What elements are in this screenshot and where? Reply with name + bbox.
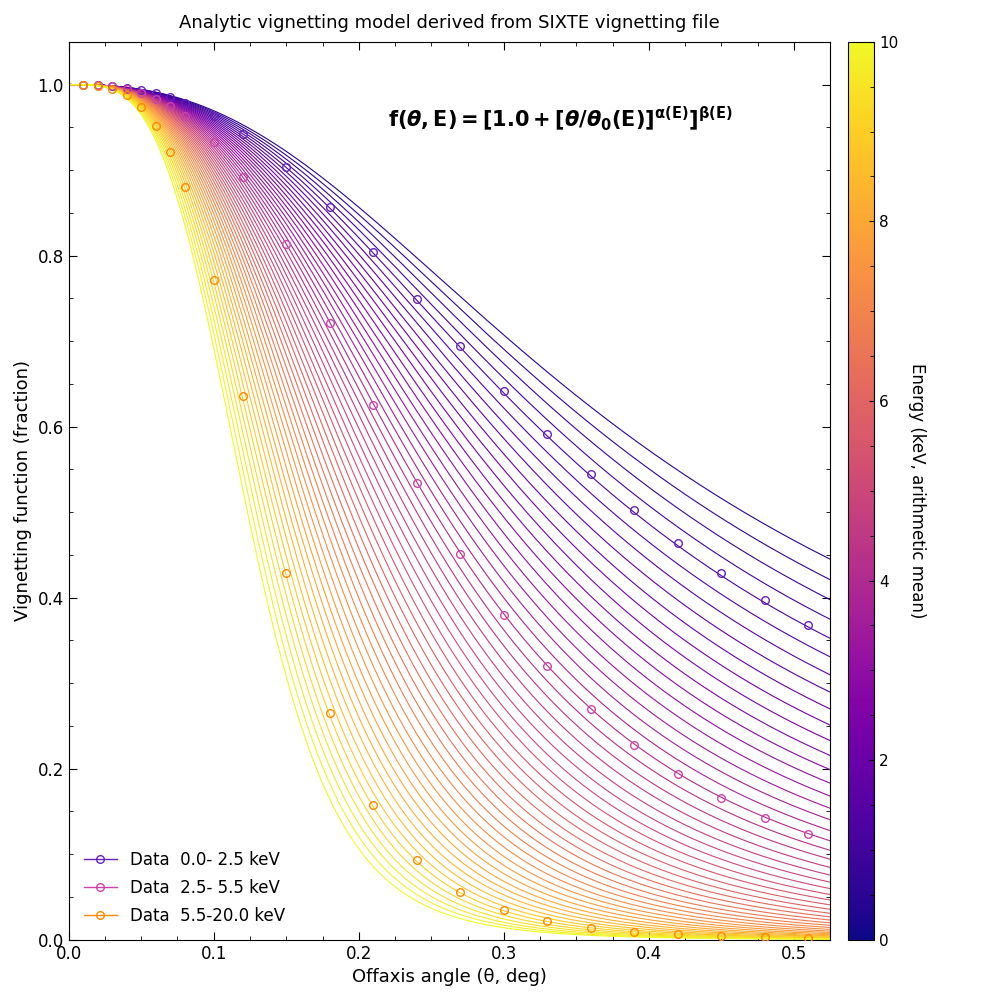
Y-axis label: Energy (keV, arithmetic mean): Energy (keV, arithmetic mean) [908, 363, 926, 618]
X-axis label: Offaxis angle (θ, deg): Offaxis angle (θ, deg) [352, 968, 547, 986]
Title: Analytic vignetting model derived from SIXTE vignetting file: Analytic vignetting model derived from S… [179, 14, 720, 32]
Text: $\mathbf{f(\boldsymbol{\theta},E) = [1.0 + [\boldsymbol{\theta}/\boldsymbol{\the: $\mathbf{f(\boldsymbol{\theta},E) = [1.0… [388, 105, 733, 133]
Y-axis label: Vignetting function (fraction): Vignetting function (fraction) [14, 360, 32, 621]
Legend: Data  0.0- 2.5 keV, Data  2.5- 5.5 keV, Data  5.5-20.0 keV: Data 0.0- 2.5 keV, Data 2.5- 5.5 keV, Da… [77, 844, 292, 931]
